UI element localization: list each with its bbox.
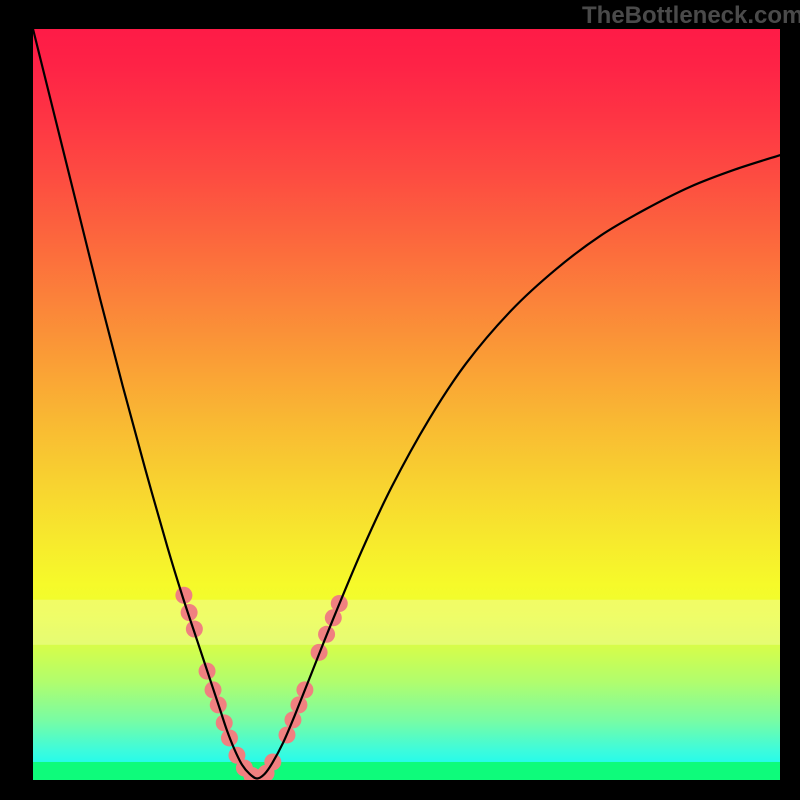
watermark-text: TheBottleneck.com	[582, 2, 800, 30]
plot-area	[33, 29, 780, 780]
curve-layer	[33, 29, 780, 780]
bottleneck-curve	[33, 29, 780, 778]
pale-band	[33, 600, 780, 645]
green-band	[33, 762, 780, 780]
